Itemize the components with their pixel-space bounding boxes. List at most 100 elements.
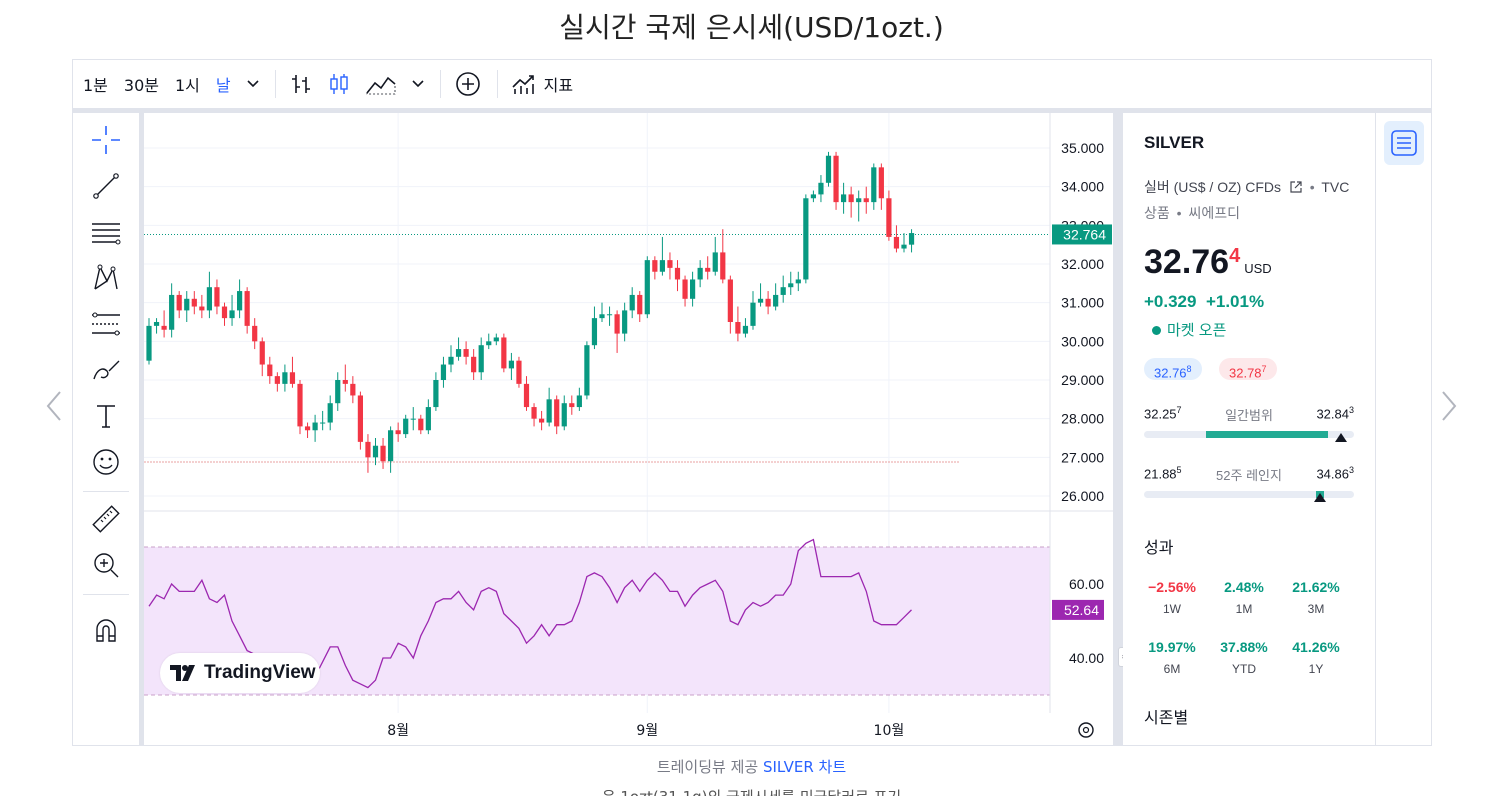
price-main: 32.76 <box>1144 243 1230 281</box>
page-title: 실시간 국제 은시세(USD/1ozt.) <box>559 11 944 44</box>
candle-body <box>659 260 665 272</box>
interval-day-button[interactable]: 날 <box>215 76 231 95</box>
candle-body <box>773 294 779 307</box>
sidebar-divider-strip <box>1113 113 1123 745</box>
attribution: 트레이딩뷰 제공 SILVER 차트 <box>0 756 1503 777</box>
area-chart-button[interactable] <box>366 73 396 95</box>
candle-body <box>297 383 303 427</box>
week52-high-value: 34.86 <box>1316 466 1349 482</box>
watchlist-button[interactable] <box>1384 121 1424 165</box>
candle-body <box>742 325 749 334</box>
candle-body <box>712 252 718 272</box>
performance-cell-3m[interactable]: 21.62% 3M <box>1281 579 1351 616</box>
gear-icon-center <box>1082 726 1090 734</box>
symbol-category: 상품 • 씨에프디 <box>1144 203 1240 223</box>
candle-body <box>667 260 673 268</box>
chart-settings-button[interactable] <box>1078 722 1094 738</box>
candle-body <box>825 155 832 183</box>
category-label: 상품 <box>1144 205 1170 221</box>
day-range-fill <box>1206 431 1328 438</box>
oscillator-value-badge-text: 52.64 <box>1064 602 1099 618</box>
candle-body <box>848 194 854 203</box>
bid-price-badge: 32.768 <box>1144 358 1202 380</box>
ruler-tool[interactable] <box>89 502 123 536</box>
candle-body <box>856 198 862 203</box>
previous-arrow-icon[interactable] <box>44 388 64 424</box>
toolbar-divider-strip <box>139 113 144 745</box>
next-arrow-icon[interactable] <box>1439 388 1459 424</box>
forecast-tool[interactable] <box>89 307 123 341</box>
time-tick-label: 8월 <box>387 723 409 739</box>
tradingview-widget: 1분 30분 1시 날 지표 <box>72 59 1432 746</box>
fib-tool[interactable] <box>89 215 123 249</box>
attribution-text: 트레이딩뷰 제공 <box>656 758 763 776</box>
symbol-ticker[interactable]: SILVER <box>1144 133 1205 152</box>
candle-body <box>161 325 167 330</box>
candle-chart-button[interactable] <box>328 73 350 95</box>
right-toolbar <box>1376 113 1431 745</box>
zoom-tool[interactable] <box>89 548 123 582</box>
candle-body <box>750 302 756 326</box>
performance-cell-1y[interactable]: 41.26% 1Y <box>1281 639 1351 676</box>
candle-body <box>206 287 212 311</box>
time-axis[interactable]: 8월9월10월11월19 <box>387 723 1113 739</box>
candle-body <box>372 445 379 458</box>
bid-price-fraction: 8 <box>1186 364 1192 374</box>
tradingview-logo[interactable]: TradingView <box>160 653 320 693</box>
compare-symbol-button[interactable] <box>455 71 481 97</box>
candle-body <box>508 360 514 369</box>
indicators-button[interactable]: 지표 <box>512 72 573 96</box>
performance-cell-1m[interactable]: 2.48% 1M <box>1209 579 1279 616</box>
candle-body <box>871 167 877 203</box>
candle-body <box>720 252 726 280</box>
area-chart-icon <box>366 76 396 95</box>
candle-body <box>229 310 235 319</box>
candle-body <box>153 322 160 326</box>
candle-body <box>214 287 220 307</box>
performance-cell-6m[interactable]: 19.97% 6M <box>1137 639 1207 676</box>
separator-dot: • <box>1176 205 1182 221</box>
interval-dropdown-button[interactable] <box>247 80 259 88</box>
emoji-tool[interactable] <box>89 445 123 479</box>
bar-chart-button[interactable] <box>290 73 312 95</box>
market-status-label: 마켓 오픈 <box>1167 322 1227 339</box>
price-axis[interactable]: 35.00034.00033.00032.00031.00030.00029.0… <box>1052 140 1112 666</box>
candle-body <box>539 418 545 423</box>
candle-body <box>312 422 318 431</box>
price-tick-label: 35.000 <box>1061 140 1104 156</box>
magnet-tool[interactable] <box>89 613 123 647</box>
chevron-down-icon <box>247 80 259 88</box>
price-chart[interactable]: 35.00034.00033.00032.00031.00030.00029.0… <box>144 113 1113 746</box>
interval-1hour-button[interactable]: 1시 <box>175 76 200 95</box>
candle-body <box>448 356 454 365</box>
symbol-exchange: TVC <box>1321 179 1350 195</box>
pattern-tool[interactable] <box>89 261 123 295</box>
crosshair-tool[interactable] <box>89 123 123 157</box>
candle-body <box>516 360 522 384</box>
list-icon <box>1391 130 1417 156</box>
external-link-icon[interactable] <box>1289 180 1303 194</box>
day-range-high-value: 32.84 <box>1316 406 1349 422</box>
attribution-link[interactable]: SILVER 차트 <box>762 758 847 776</box>
footnote: 은 1ozt(31.1g)의 국제시세를 미국달러로 표기 <box>0 786 1503 796</box>
interval-1min-button[interactable]: 1분 <box>83 76 108 95</box>
candle-body <box>629 294 635 311</box>
candle-body <box>282 372 288 384</box>
change-percent: +1.01% <box>1205 292 1265 311</box>
separator-dot: • <box>1309 179 1315 195</box>
interval-30min-button[interactable]: 30분 <box>123 76 159 95</box>
candle-body <box>335 380 341 404</box>
chart-type-dropdown-button[interactable] <box>412 80 424 88</box>
trend-line-tool[interactable] <box>89 169 123 203</box>
performance-cell-ytd[interactable]: 37.88% YTD <box>1209 639 1279 676</box>
candle-body <box>486 341 492 346</box>
toolbar-divider <box>439 70 441 98</box>
brush-tool[interactable] <box>89 353 123 387</box>
gear-icon <box>1078 722 1094 738</box>
performance-cell-1w[interactable]: −2.56% 1W <box>1137 579 1207 616</box>
text-tool[interactable] <box>89 399 123 433</box>
toolbar-divider-strip <box>73 108 1431 113</box>
candle-body <box>810 194 816 199</box>
tradingview-logo-icon <box>170 665 195 681</box>
candle-body <box>584 345 590 396</box>
